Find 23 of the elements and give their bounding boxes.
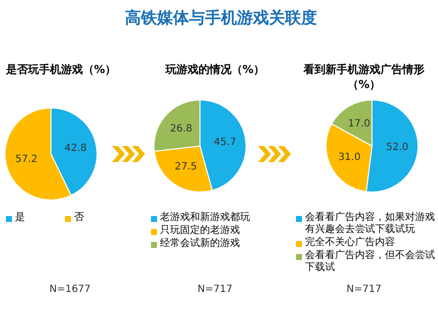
data-label: 57.2: [15, 154, 38, 166]
data-label: 45.7: [214, 137, 236, 148]
legend-label: 经常会试新的游戏: [160, 238, 240, 250]
text: N=1677: [48, 284, 92, 295]
legend-label: 会看看广告内容，但不会尝试下载试: [305, 250, 436, 274]
legend-label: 是: [15, 212, 25, 224]
legend-label: 完全不关心广告内容: [305, 237, 395, 249]
legend-label: 老游戏和新游戏都玩: [160, 212, 250, 224]
legend-label: 只玩固定的老游戏: [160, 225, 240, 237]
legend-label: 会看看广告内容，如果对游戏有兴趣会去尝试下载试玩: [305, 212, 436, 236]
text: N=717: [196, 284, 234, 295]
data-label: 52.0: [386, 142, 408, 154]
chart-title: 是否玩手机游戏（%）: [5, 62, 118, 78]
chart-title: 高铁媒体与手机游戏关联度: [125, 8, 317, 29]
chart-subtitle: 玩游戏的情况（%）: [164, 62, 266, 78]
data-label: 31.0: [338, 152, 361, 163]
data-label: 17.0: [348, 118, 370, 130]
chart-title: 看到新手机游戏广告情形（%）: [302, 62, 426, 93]
legend-label: 否: [74, 212, 84, 224]
data-label: 26.8: [170, 124, 192, 135]
data-label: 27.5: [174, 161, 197, 172]
text: N=717: [346, 284, 382, 295]
data-label: 42.8: [64, 142, 87, 154]
